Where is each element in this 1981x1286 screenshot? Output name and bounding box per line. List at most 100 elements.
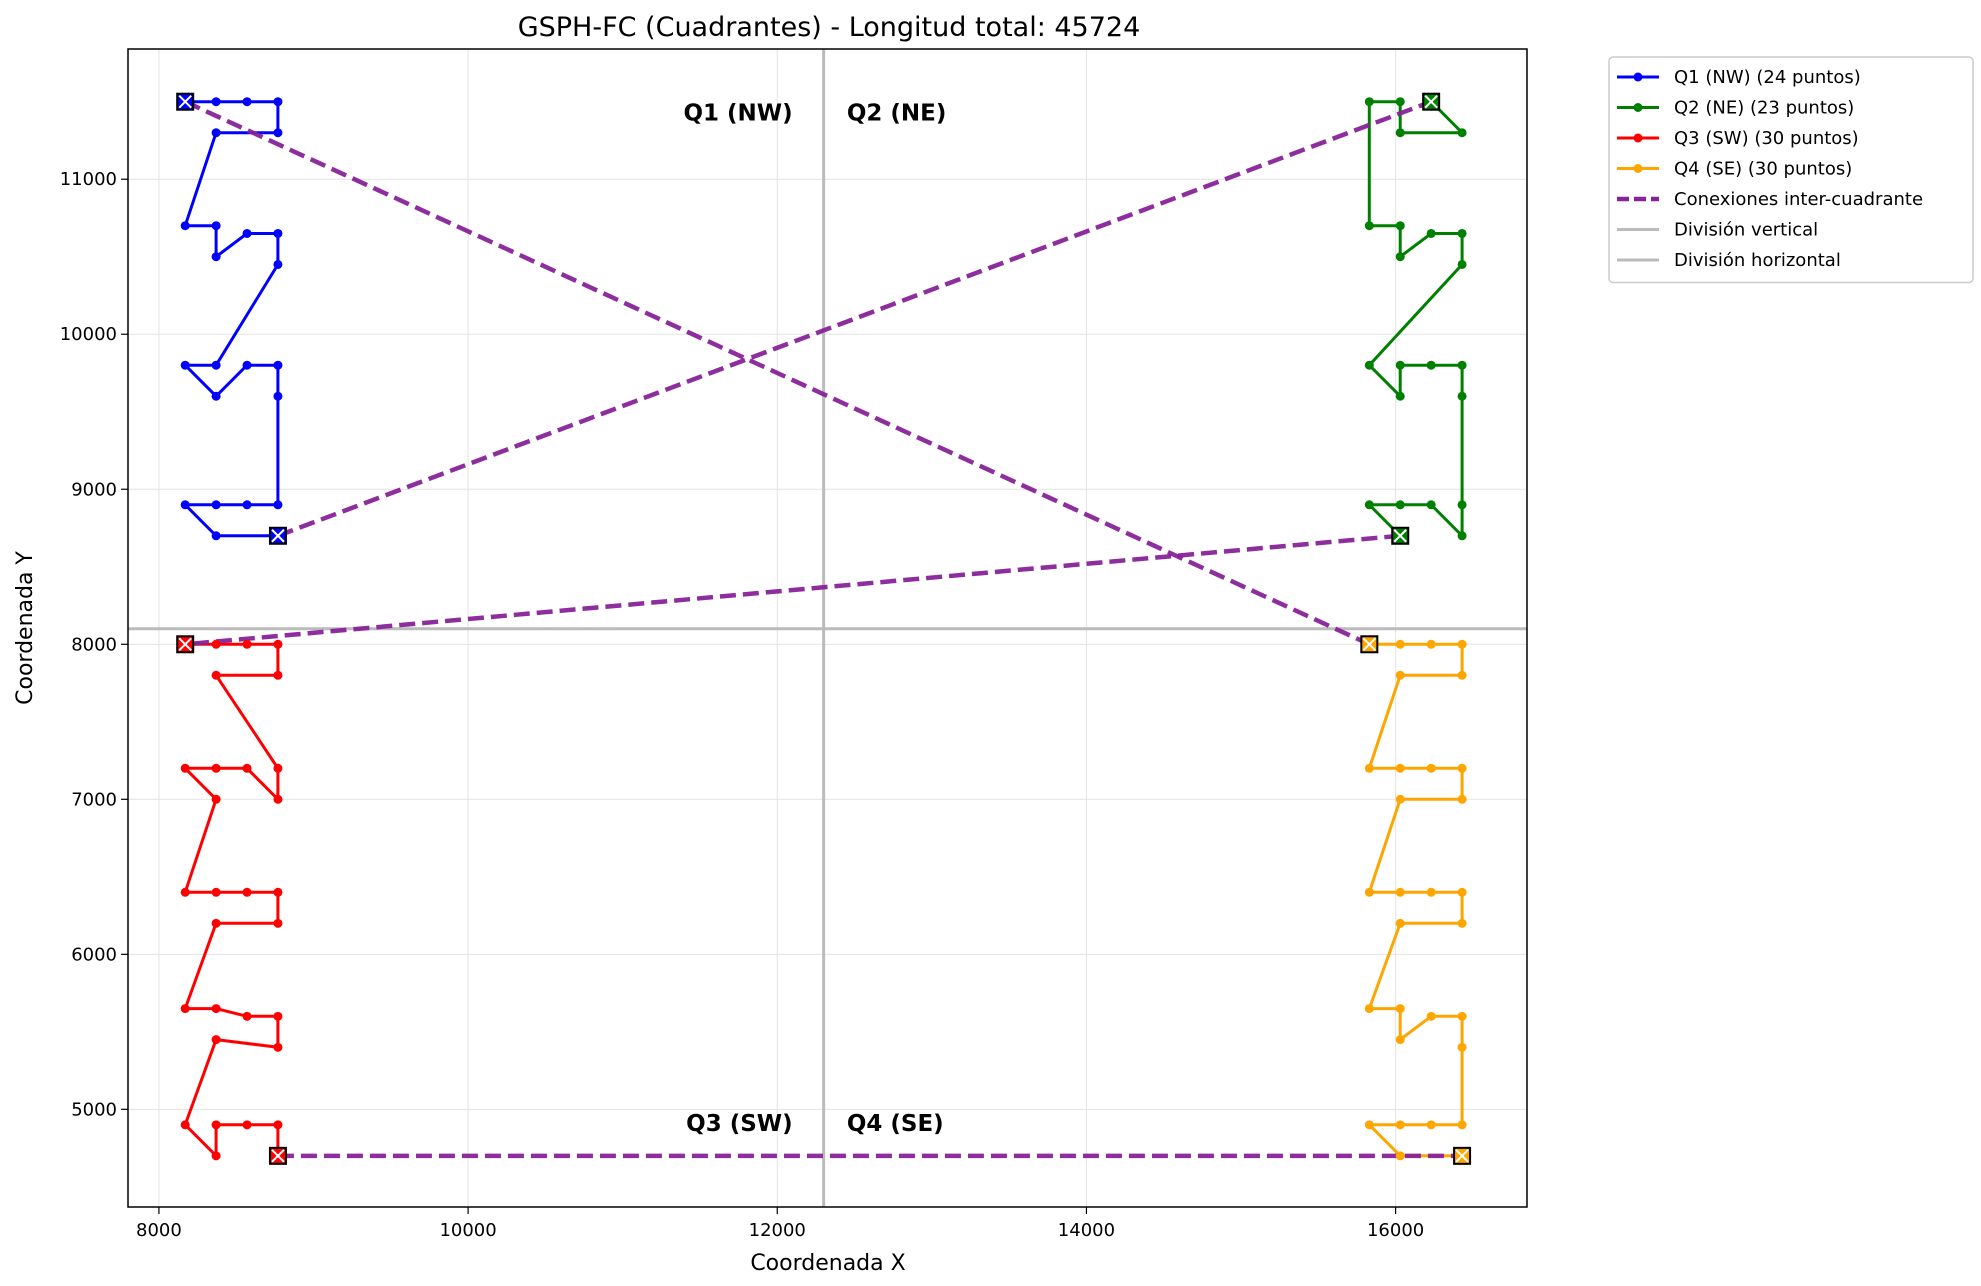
y-tick-label-5: 10000 [60,324,117,345]
legend-label-4: Conexiones inter-cuadrante [1674,189,1923,210]
point-q2-10 [1457,259,1467,269]
point-q2-4 [1364,97,1374,107]
x-axis-label: Coordenada X [750,1251,905,1276]
point-q4-11 [1395,794,1405,804]
point-q3-24 [180,1120,190,1130]
point-q2-1 [1457,128,1467,138]
point-q4-7 [1395,763,1405,773]
point-q3-15 [273,887,283,897]
endpoint-cross-b-q4-end [1455,1149,1469,1163]
point-q3-12 [180,887,190,897]
quadrant-label-1: Q1 (NW) [683,100,792,126]
point-q4-10 [1457,794,1467,804]
y-tick-label-3: 8000 [71,634,117,655]
point-q1-13 [180,360,190,370]
point-q1-8 [211,252,221,262]
x-tick-label-3: 14000 [1058,1220,1115,1241]
endpoint-markers [176,92,1472,1165]
point-q3-8 [242,763,252,773]
endpoint-cross-b-q3-start [178,637,192,651]
point-q4-14 [1426,887,1436,897]
connection-line-0 [184,99,1371,647]
point-q4-13 [1395,887,1405,897]
point-q2-11 [1364,360,1374,370]
point-q3-21 [273,1011,283,1021]
point-q1-4 [273,128,283,138]
point-q4-9 [1457,763,1467,773]
point-q1-3 [273,97,283,107]
quadrant-label-2: Q2 (NE) [847,100,947,126]
point-q1-1 [211,97,221,107]
y-axis-ticks: 5000 6000 7000 8000 9000 10000 11000 [60,169,128,1120]
endpoint-cross-b-q4-start [1362,637,1377,651]
point-q4-2 [1426,639,1436,649]
point-q4-17 [1395,918,1405,928]
legend-label-1: Q2 (NE) (23 puntos) [1674,98,1854,119]
point-q1-16 [273,360,283,370]
point-q2-6 [1395,221,1405,231]
point-q1-21 [180,500,190,510]
point-q4-15 [1457,887,1467,897]
legend: Q1 (NW) (24 puntos) Q2 (NE) (23 puntos) Q3… [1608,56,1974,284]
point-q1-18 [273,500,283,510]
point-q4-4 [1457,670,1467,680]
point-q3-22 [273,1042,283,1052]
series-line-q4 [1367,642,1464,1158]
quadrant-label-4: Q4 (SE) [847,1111,944,1137]
point-q4-18 [1364,1004,1374,1014]
point-q2-19 [1426,500,1436,510]
quadrant-labels: Q1 (NW) Q2 (NE) Q3 (SW) Q4 (SE) [683,100,946,1137]
point-q2-8 [1426,228,1436,238]
x-tick-label-4: 16000 [1367,1220,1424,1241]
y-axis-label: Coordenada Y [13,551,38,705]
x-tick-label-0: 8000 [136,1220,182,1241]
point-q3-18 [180,1004,190,1014]
point-q3-13 [211,887,221,897]
point-q3-6 [273,763,283,773]
point-q2-9 [1457,228,1467,238]
point-q1-2 [242,97,252,107]
point-q2-13 [1395,360,1405,370]
point-q3-9 [211,763,221,773]
point-q4-3 [1457,639,1467,649]
point-q3-2 [242,639,252,649]
point-q1-22 [211,531,221,541]
point-q3-26 [211,1120,221,1130]
chart-title: GSPH-FC (Cuadrantes) - Longitud total: 4… [518,12,1141,43]
point-q2-18 [1457,531,1467,541]
point-q2-17 [1457,500,1467,510]
point-q4-6 [1364,763,1374,773]
point-q1-20 [211,500,221,510]
point-q4-16 [1457,918,1467,928]
point-q1-17 [273,391,283,401]
plot-frame [127,48,1528,1208]
connection-line-2 [184,533,1401,647]
series-line-q3 [183,642,280,1158]
point-q3-16 [273,918,283,928]
point-q4-5 [1395,670,1405,680]
legend-label-6: División horizontal [1674,250,1841,271]
point-q1-14 [211,391,221,401]
point-q4-19 [1395,1004,1405,1014]
point-q4-12 [1364,887,1374,897]
point-q3-19 [211,1004,221,1014]
point-q2-2 [1395,128,1405,138]
legend-marker-2 [1633,133,1643,143]
point-q4-1 [1395,639,1405,649]
legend-marker-3 [1633,164,1643,173]
legend-label-3: Q4 (SE) (30 puntos) [1674,159,1852,180]
point-q1-7 [211,221,221,231]
endpoint-cross-b-q3-end [271,1149,285,1163]
point-q4-24 [1457,1120,1467,1130]
legend-label-0: Q1 (NW) (24 puntos) [1674,67,1861,88]
legend-label-5: División vertical [1674,220,1818,241]
point-q2-5 [1364,221,1374,231]
point-q4-28 [1395,1151,1405,1161]
endpoint-cross-b-q2-end [1393,529,1407,543]
point-q3-5 [211,670,221,680]
connection-line-1 [277,99,1432,538]
point-q4-20 [1395,1035,1405,1045]
point-q2-7 [1395,252,1405,262]
point-q4-22 [1457,1011,1467,1021]
legend-marker-0 [1633,72,1643,82]
